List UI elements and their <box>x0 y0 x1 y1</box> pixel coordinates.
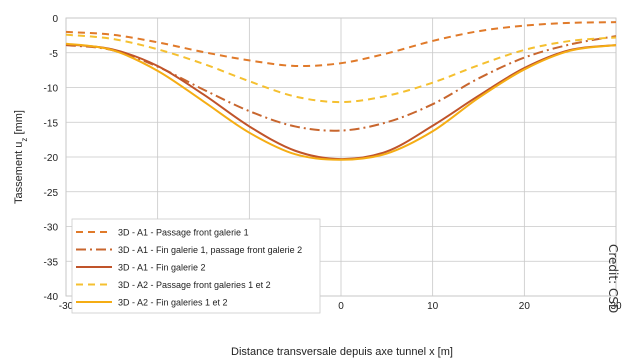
y-tick-label: -15 <box>44 118 59 129</box>
x-axis-label: Distance transversale depuis axe tunnel … <box>231 346 453 358</box>
x-tick-label: 0 <box>338 301 344 312</box>
legend: 3D - A1 - Passage front galerie 1 3D - A1… <box>71 218 321 314</box>
x-tick-label: 30 <box>610 301 622 312</box>
credit-text: Credit: CSD <box>606 244 620 314</box>
y-tick-label: -5 <box>49 49 58 60</box>
series-line-1 <box>65 21 617 68</box>
legend-label-3: 3D - A1 - Fin galerie 2 <box>118 263 206 273</box>
legend-box <box>71 218 321 314</box>
series-line-5 <box>65 42 617 161</box>
y-axis-label: Tassement uz [mm] <box>13 110 29 204</box>
y-tick-label: -30 <box>44 223 59 234</box>
x-tick-label: -30 <box>59 301 74 312</box>
y-tick-label: 0 <box>52 14 58 25</box>
legend-label-4: 3D - A2 - Passage front galeries 1 et 2 <box>118 280 271 290</box>
series-layer <box>65 21 617 161</box>
y-axis-label-main: Tassement u <box>13 142 25 204</box>
y-tick-label: -10 <box>44 84 59 95</box>
legend-label-5: 3D - A2 - Fin galeries 1 et 2 <box>118 298 228 308</box>
grid <box>65 17 617 297</box>
y-axis-label-sub: z <box>20 138 29 142</box>
legend-label-1: 3D - A1 - Passage front galerie 1 <box>118 228 249 238</box>
y-tick-label: -25 <box>44 188 59 199</box>
y-tick-label: -20 <box>44 153 59 164</box>
legend-label-2: 3D - A1 - Fin galerie 1, passage front g… <box>118 245 302 255</box>
y-tick-label: -40 <box>44 292 59 303</box>
x-tick-label: 10 <box>427 301 439 312</box>
y-tick-label: -35 <box>44 257 59 268</box>
y-axis-label-unit: [mm] <box>13 110 25 138</box>
x-tick-label: 20 <box>519 301 531 312</box>
